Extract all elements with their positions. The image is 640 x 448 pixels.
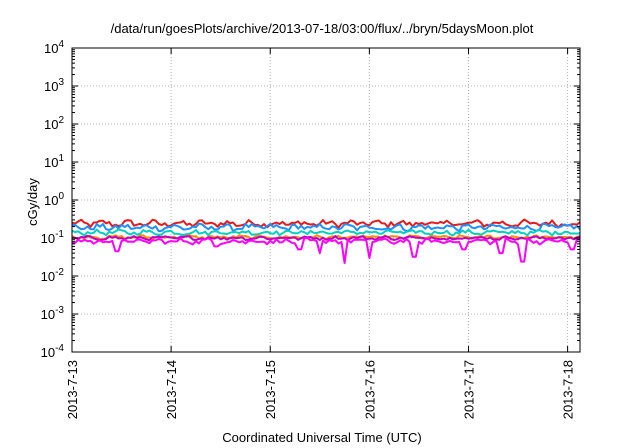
grid bbox=[71, 47, 580, 353]
y-tick-exponent: 4 bbox=[58, 39, 64, 50]
series-layer bbox=[71, 218, 581, 264]
y-tick-label: 100 bbox=[44, 191, 64, 208]
y-tick-base: 10 bbox=[44, 41, 58, 56]
y-tick-exponent: -2 bbox=[55, 267, 64, 278]
y-tick-label: 102 bbox=[44, 115, 64, 132]
y-tick-label: 101 bbox=[44, 153, 64, 170]
y-tick-label: 10-2 bbox=[41, 267, 65, 284]
y-tick-exponent: 0 bbox=[58, 191, 64, 202]
x-tick-label: 2013-7-13 bbox=[65, 360, 80, 419]
y-tick-label: 103 bbox=[44, 77, 64, 94]
y-tick-exponent: -1 bbox=[55, 229, 64, 240]
y-tick-base: 10 bbox=[41, 231, 55, 246]
y-tick-label: 10-3 bbox=[41, 305, 65, 322]
axis-ticks: 10-410-310-210-11001011021031042013-7-13… bbox=[41, 39, 580, 419]
y-tick-base: 10 bbox=[41, 307, 55, 322]
x-tick-label: 2013-7-18 bbox=[561, 360, 576, 419]
x-axis-label: Coordinated Universal Time (UTC) bbox=[222, 430, 421, 445]
y-tick-base: 10 bbox=[41, 269, 55, 284]
y-axis-label: cGy/day bbox=[25, 178, 40, 226]
y-tick-label: 10-1 bbox=[41, 229, 65, 246]
y-tick-exponent: 2 bbox=[58, 115, 64, 126]
y-tick-base: 10 bbox=[41, 345, 55, 360]
series-line-1 bbox=[71, 218, 581, 229]
y-tick-exponent: -3 bbox=[55, 305, 64, 316]
y-tick-label: 104 bbox=[44, 39, 64, 56]
chart-title: /data/run/goesPlots/archive/2013-07-18/0… bbox=[111, 21, 534, 36]
y-tick-base: 10 bbox=[44, 79, 58, 94]
series-line-2 bbox=[71, 222, 581, 233]
y-tick-base: 10 bbox=[44, 117, 58, 132]
x-tick-label: 2013-7-14 bbox=[164, 360, 179, 419]
series-line-3 bbox=[71, 228, 581, 237]
series-line-5 bbox=[71, 234, 581, 242]
plot-frame bbox=[71, 47, 581, 353]
y-tick-exponent: 3 bbox=[58, 77, 64, 88]
y-tick-exponent: -4 bbox=[55, 343, 64, 354]
x-tick-label: 2013-7-17 bbox=[461, 360, 476, 419]
x-tick-label: 2013-7-16 bbox=[362, 360, 377, 419]
y-tick-label: 10-4 bbox=[41, 343, 65, 360]
y-tick-exponent: 1 bbox=[58, 153, 64, 164]
x-tick-label: 2013-7-15 bbox=[263, 360, 278, 419]
series-line-6 bbox=[71, 237, 581, 264]
y-tick-base: 10 bbox=[44, 193, 58, 208]
y-tick-base: 10 bbox=[44, 155, 58, 170]
